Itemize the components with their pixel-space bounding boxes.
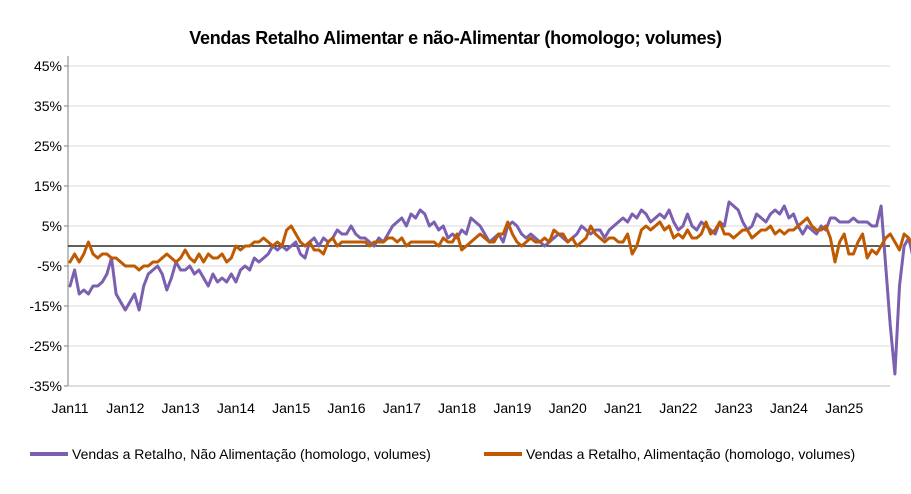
series-lines (68, 200, 911, 376)
legend-item-food: Vendas a Retalho, Alimentação (homologo,… (484, 446, 855, 462)
x-tick-label: Jan20 (549, 400, 587, 416)
chart-title: Vendas Retalho Alimentar e não-Alimentar… (189, 28, 722, 48)
y-tick-label: 25% (34, 138, 62, 154)
x-tick-label: Jan19 (493, 400, 531, 416)
legend-label-food: Vendas a Retalho, Alimentação (homologo,… (526, 446, 856, 462)
y-tick-label: -25% (29, 338, 62, 354)
x-tick-label: Jan16 (327, 400, 365, 416)
axes (64, 56, 890, 387)
x-tick-label: Jan15 (272, 400, 310, 416)
x-tick-label: Jan25 (825, 400, 863, 416)
series-line-food (68, 216, 911, 272)
legend-swatch-non-food (30, 452, 68, 456)
series-line-non-food (68, 200, 911, 376)
legend-label-non-food: Vendas a Retalho, Não Alimentação (homol… (72, 446, 431, 462)
y-tick-label: -15% (29, 298, 62, 314)
x-tick-label: Jan14 (217, 400, 255, 416)
legend-item-non-food: Vendas a Retalho, Não Alimentação (homol… (30, 446, 431, 462)
x-tick-label: Jan17 (383, 400, 421, 416)
y-tick-label: -35% (29, 378, 62, 394)
y-tick-label: 15% (34, 178, 62, 194)
x-tick-label: Jan13 (162, 400, 200, 416)
x-tick-label: Jan12 (106, 400, 144, 416)
legend-swatch-food (484, 452, 522, 456)
y-tick-label: 45% (34, 58, 62, 74)
legend: Vendas a Retalho, Não Alimentação (homol… (0, 446, 911, 470)
y-axis-tick-labels: 45% 35% 25% 15% 5% -5% -15% -25% -35% (29, 58, 62, 394)
x-tick-label: Jan11 (51, 400, 88, 416)
y-tick-label: 5% (42, 218, 62, 234)
x-tick-label: Jan24 (770, 400, 808, 416)
x-tick-label: Jan21 (604, 400, 642, 416)
x-axis-tick-labels: Jan11 Jan12 Jan13 Jan14 Jan15 Jan16 Jan17 Jan18… (51, 400, 863, 416)
y-tick-label: -5% (37, 258, 62, 274)
x-tick-label: Jan22 (659, 400, 697, 416)
x-tick-label: Jan23 (715, 400, 753, 416)
x-tick-label: Jan18 (438, 400, 476, 416)
y-tick-label: 35% (34, 98, 62, 114)
